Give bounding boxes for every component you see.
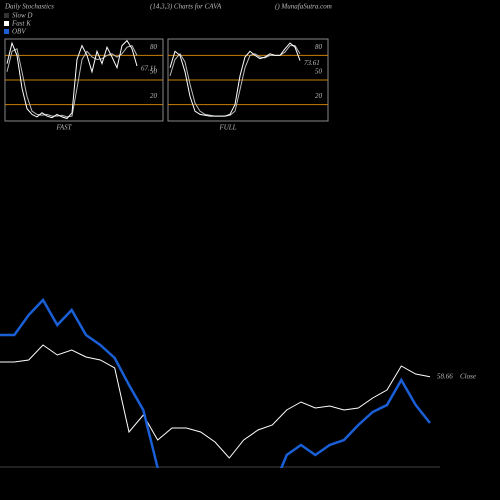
y-tick-label: 80	[315, 43, 323, 51]
y-tick-label: 20	[150, 92, 158, 100]
last-value-label: 67.11	[141, 65, 156, 73]
last-price-label: 58.66	[437, 372, 453, 380]
price-line	[0, 344, 431, 459]
y-tick-label: 50	[315, 68, 323, 76]
stoch-line	[169, 42, 301, 117]
legend-swatch	[4, 21, 9, 26]
legend-swatch	[4, 13, 9, 18]
stoch-line	[6, 44, 138, 118]
legend-label: Slow D	[12, 12, 32, 20]
source: () MunafaSutra.com	[275, 3, 332, 11]
y-tick-label: 50	[150, 68, 158, 76]
last-value-label: 73.61	[304, 59, 320, 67]
legend-label: OBV	[12, 28, 26, 36]
legend-swatch	[4, 29, 9, 34]
stoch-line	[6, 39, 138, 120]
panel-title: FULL	[218, 124, 236, 132]
panel-title: FAST	[55, 124, 72, 132]
y-tick-label: 20	[315, 92, 323, 100]
main-plot	[0, 297, 431, 468]
subtitle: (14,3,3) Charts for CAVA	[150, 3, 222, 11]
legend-label: Fast K	[11, 20, 31, 28]
title: Daily Stochastics	[4, 3, 54, 11]
obv-line	[0, 297, 431, 468]
series-name: Close	[460, 372, 476, 380]
y-tick-label: 80	[150, 43, 158, 51]
